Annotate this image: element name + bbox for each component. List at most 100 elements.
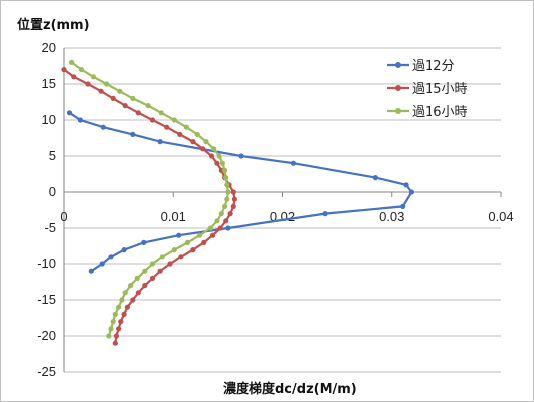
y-tick-label: -5 [44,220,56,235]
data-point [66,110,73,116]
data-point [142,283,148,289]
y-tick-label: 10 [42,112,56,127]
data-point [219,160,225,166]
data-point [223,175,229,181]
data-point [135,110,141,116]
data-point [222,167,228,173]
data-point [121,311,127,317]
data-point [201,239,207,245]
data-point [159,254,165,260]
y-tick-label: -25 [37,364,56,379]
data-point [124,304,130,310]
data-point [216,153,222,159]
series-line [63,68,236,344]
y-tick-label: 0 [49,184,56,199]
data-point [78,67,85,73]
y-tick-label: 20 [42,40,56,55]
legend-marker [395,62,401,68]
data-point [149,275,156,281]
data-point [372,175,378,181]
data-point [238,153,244,159]
data-point [119,297,125,303]
data-point [130,297,136,303]
data-point [135,290,141,296]
data-point [77,117,83,123]
series-layer [61,59,414,346]
legend-label: 過16小時 [412,105,468,120]
data-point [230,203,236,209]
data-point [217,225,223,231]
data-point [69,59,75,65]
data-point [208,153,215,159]
series-3 [69,59,231,339]
data-point [145,103,151,109]
data-point [112,311,118,317]
data-point [61,67,67,73]
data-point [157,268,163,274]
data-point [190,247,196,253]
data-point [171,247,177,253]
data-point [225,225,231,231]
data-point [211,146,217,152]
data-point [85,81,91,87]
data-point [108,326,114,332]
data-point [290,160,296,166]
data-point [116,326,122,332]
data-point [194,131,200,137]
y-tick-label: -20 [37,328,56,343]
data-point [322,211,328,217]
series-line [70,61,230,337]
x-tick-label: 0 [60,209,67,224]
legend-label: 過12分 [412,59,455,74]
data-point [141,239,147,245]
y-tick-label: -10 [37,256,56,271]
data-point [223,218,229,224]
data-point [118,319,124,325]
data-point [203,139,209,145]
data-point [130,95,136,101]
legend-item: 過12分 [387,59,455,74]
data-point [157,139,163,145]
legend-marker [395,85,401,91]
data-point [158,110,164,116]
data-point [108,254,114,260]
data-point [183,124,189,130]
data-point [207,225,213,231]
data-point [104,81,110,87]
data-point [142,268,148,274]
data-point [190,139,196,145]
data-point [117,88,123,94]
data-point [224,182,230,188]
data-point [130,131,136,137]
series-1 [66,110,414,274]
x-tick-label: 0.01 [161,209,186,224]
data-point [218,211,224,217]
data-point [176,232,182,238]
legend-item: 過15小時 [387,82,468,97]
data-point [214,160,220,166]
data-point [403,182,409,188]
data-point [90,74,97,80]
data-point [98,88,104,94]
data-point [149,117,156,123]
data-point [122,103,128,109]
legend-label: 過15小時 [412,82,468,97]
data-point [149,261,156,267]
data-point [112,340,118,346]
data-point [110,95,116,101]
legend-marker [395,108,401,114]
data-point [88,268,94,274]
data-point [400,203,406,209]
data-point [71,74,77,80]
data-point [214,218,220,224]
data-point [222,203,228,209]
data-point [196,232,203,238]
data-point [110,319,116,325]
data-point [106,333,112,339]
data-point [128,283,134,289]
data-point [227,211,233,217]
data-point [184,239,191,245]
y-tick-label: 15 [42,76,56,91]
